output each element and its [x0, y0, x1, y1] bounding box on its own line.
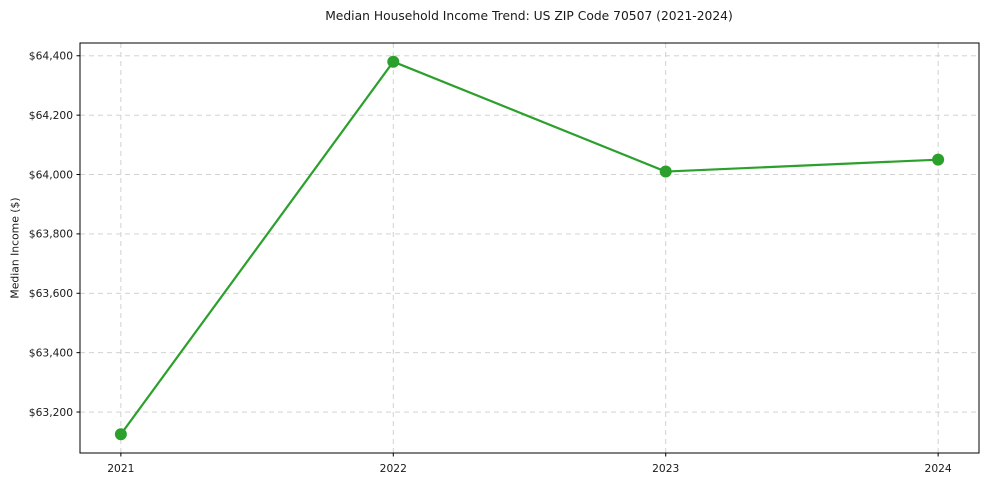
- trend-line: [119, 60, 940, 436]
- data-point-2021: [114, 428, 127, 441]
- y-tick-label: $64,200: [29, 109, 73, 122]
- x-tick-label: 2022: [380, 462, 407, 475]
- y-tick-label: $63,600: [29, 287, 73, 300]
- y-tick-label: $63,200: [29, 406, 73, 419]
- plot-frame: [79, 42, 980, 454]
- x-tick-label: 2021: [107, 462, 134, 475]
- chart-title: Median Household Income Trend: US ZIP Co…: [325, 9, 733, 23]
- data-point-2023: [659, 165, 672, 178]
- x-tick-label: 2023: [652, 462, 679, 475]
- y-tick-label: $63,800: [29, 228, 73, 241]
- y-tick-label: $64,400: [29, 50, 73, 63]
- y-tick-label: $63,400: [29, 346, 73, 359]
- data-point-2024: [932, 153, 945, 166]
- x-tick-label: 2024: [925, 462, 952, 475]
- y-axis-label: Median Income ($): [8, 197, 22, 299]
- data-point-2022: [387, 55, 400, 68]
- y-tick-label: $64,000: [29, 168, 73, 181]
